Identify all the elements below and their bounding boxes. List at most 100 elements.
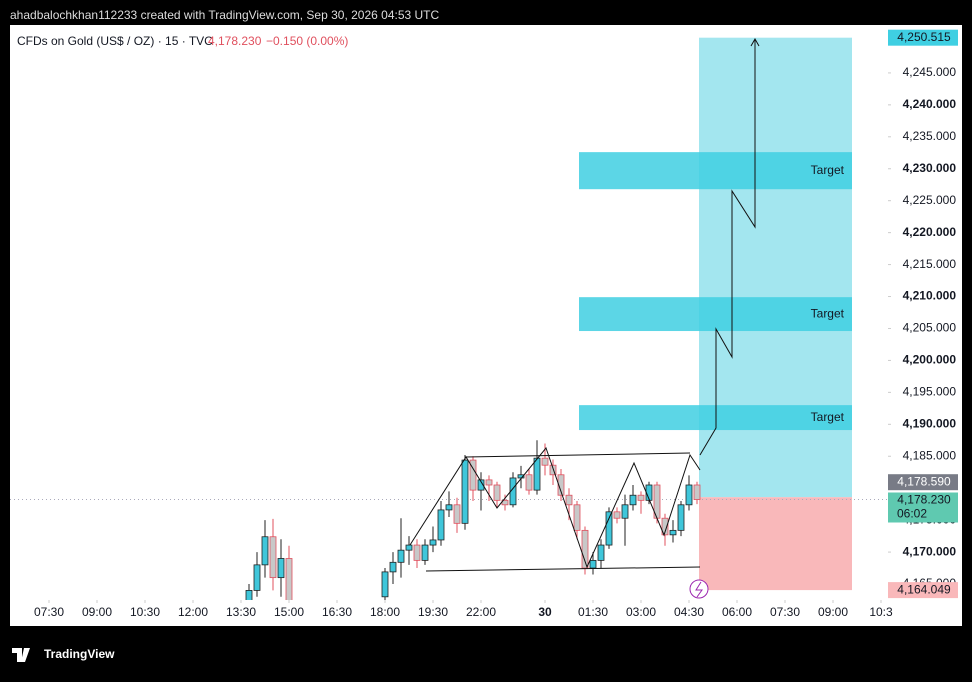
zigzag [409,446,701,569]
target-price-tag: 4,250.515 [897,30,951,44]
candle-body [693,484,701,500]
arrow-head [750,37,760,47]
candle-body [429,539,437,546]
candle-body [597,544,605,561]
y-tick-label: 4,185.000 [903,448,957,462]
candle-body [269,536,277,579]
y-tick-label: 4,225.000 [903,193,957,207]
x-tick-label: 01:30 [578,605,608,619]
drawings [409,37,760,599]
x-tick-label: 10:3 [869,605,893,619]
candle-body [685,484,693,506]
candle-body [565,494,573,506]
candle-body [533,457,541,491]
logo-mark [12,648,30,662]
last-price: 4,178.230 [208,34,262,48]
candle-body [629,494,637,506]
candle-body [285,558,293,600]
x-tick-label: 16:30 [322,605,352,619]
loss-zone [699,497,852,591]
x-tick-label: 18:00 [370,605,400,619]
candle-body [493,484,501,501]
candle-body [637,494,645,501]
target-price-tag-box [888,29,958,46]
candle-body [613,511,621,519]
price-change: −0.150 (0.00%) [266,34,348,48]
y-tick-label: 4,215.000 [903,257,957,271]
x-tick-label: 13:30 [226,605,256,619]
candle-body [405,544,413,551]
candle-body [485,479,493,486]
target-label: Target [811,306,845,320]
y-tick-label: 4,230.000 [903,161,957,175]
candle-body [245,590,253,600]
candle-body [421,544,429,561]
symbol-title: CFDs on Gold (US$ / OZ) · 15 · TVC [17,34,213,48]
current-price-tag-countdown: 06:02 [897,507,927,521]
logo: TradingView [12,647,115,662]
x-tick-label: 15:00 [274,605,304,619]
axes: 4,165.0004,170.0004,175.0004,185.0004,19… [34,29,958,619]
y-tick-label: 4,200.000 [903,353,957,367]
candle-body [477,479,485,491]
candle-body [277,558,285,579]
y-tick-label: 4,210.000 [903,289,957,303]
projection-path [699,40,756,456]
candle-body [677,504,685,531]
x-tick-label: 09:00 [818,605,848,619]
x-tick-label: 06:00 [722,605,752,619]
y-tick-label: 4,190.000 [903,416,957,430]
candle-body [669,529,677,536]
candle-body [573,504,581,531]
candle-body [381,571,389,598]
entry-price-tag: 4,178.590 [897,474,951,488]
candle-body [461,459,469,524]
x-tick-label: 19:30 [418,605,448,619]
x-tick-label: 03:00 [626,605,656,619]
x-tick-label: 09:00 [82,605,112,619]
stop-price-tag: 4,164.049 [897,582,951,596]
stop-price-tag-box [888,582,958,599]
y-tick-label: 4,235.000 [903,129,957,143]
y-tick-label: 4,220.000 [903,225,957,239]
y-tick-label: 4,205.000 [903,321,957,335]
candle-body [525,474,533,491]
candle-body [397,549,405,563]
candle-body [445,504,453,511]
current-price-tag-box [888,492,958,523]
target-label: Target [811,410,845,424]
x-tick-label: 04:30 [674,605,704,619]
x-tick-label: 07:30 [770,605,800,619]
x-tick-label: 10:30 [130,605,160,619]
candle-body [389,561,397,573]
y-tick-label: 4,245.000 [903,65,957,79]
candle-body [261,536,269,566]
x-tick-label: 30 [538,605,552,619]
logo-text: TradingView [44,647,115,661]
candle-body [557,474,565,496]
candle-body [661,517,669,536]
candle-body [453,504,461,524]
candle-body [253,564,261,591]
target-label: Target [811,163,845,177]
candle-body [413,544,421,561]
candle-body [589,559,597,569]
y-tick-label: 4,195.000 [903,385,957,399]
candle-body [469,459,477,491]
y-tick-label: 4,170.000 [903,544,957,558]
channel-bottom [425,566,701,572]
y-tick-label: 4,240.000 [903,97,957,111]
target-zone [579,152,852,190]
candle-body [437,509,445,541]
event-bolt [695,581,703,598]
candle-body [549,464,557,476]
candle-body [541,457,549,466]
x-tick-label: 07:30 [34,605,64,619]
channel-top [465,452,691,458]
candle-body [581,529,589,569]
entry-price-tag-box [888,474,958,491]
event-icon[interactable] [689,579,709,599]
candle-body [621,504,629,519]
